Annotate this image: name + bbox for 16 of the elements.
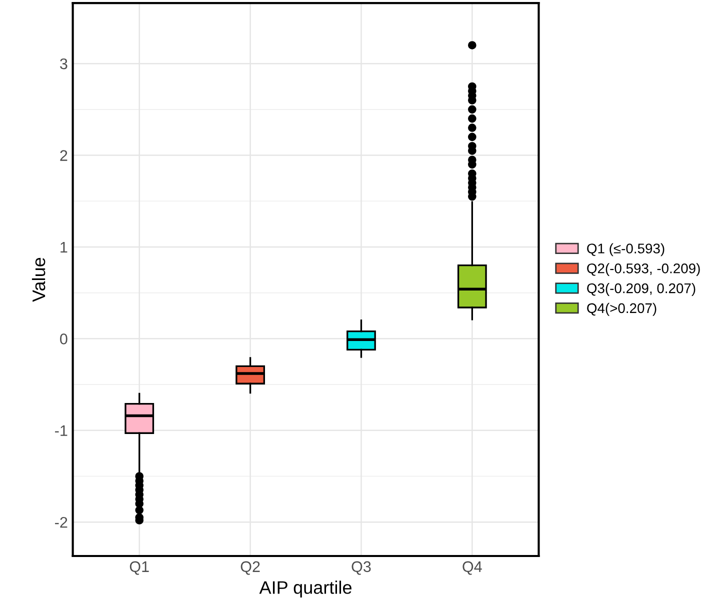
y-tick-label: 2 [60, 150, 68, 161]
x-tick-label: Q4 [462, 561, 482, 575]
y-tick-label: 0 [60, 334, 68, 344]
x-tick-label: Q1 [130, 561, 149, 575]
x-axis-title: AIP quartile [259, 580, 352, 598]
y-tick-label: 1 [60, 242, 68, 253]
x-tick-label: Q2 [240, 561, 260, 575]
y-axis-title: Value [32, 258, 46, 302]
legend-label: Q1 (≤-0.593) [587, 243, 664, 256]
y-tick-label: 3 [60, 58, 68, 70]
y-tick-label: -1 [55, 425, 68, 436]
legend-label: Q3(-0.209, 0.207) [587, 283, 696, 296]
y-tick-label: -2 [55, 516, 68, 528]
legend-label: Q2(-0.593, -0.209) [587, 263, 700, 276]
x-tick-label: Q3 [352, 561, 371, 575]
legend-label: Q4(>0.207) [587, 302, 656, 316]
